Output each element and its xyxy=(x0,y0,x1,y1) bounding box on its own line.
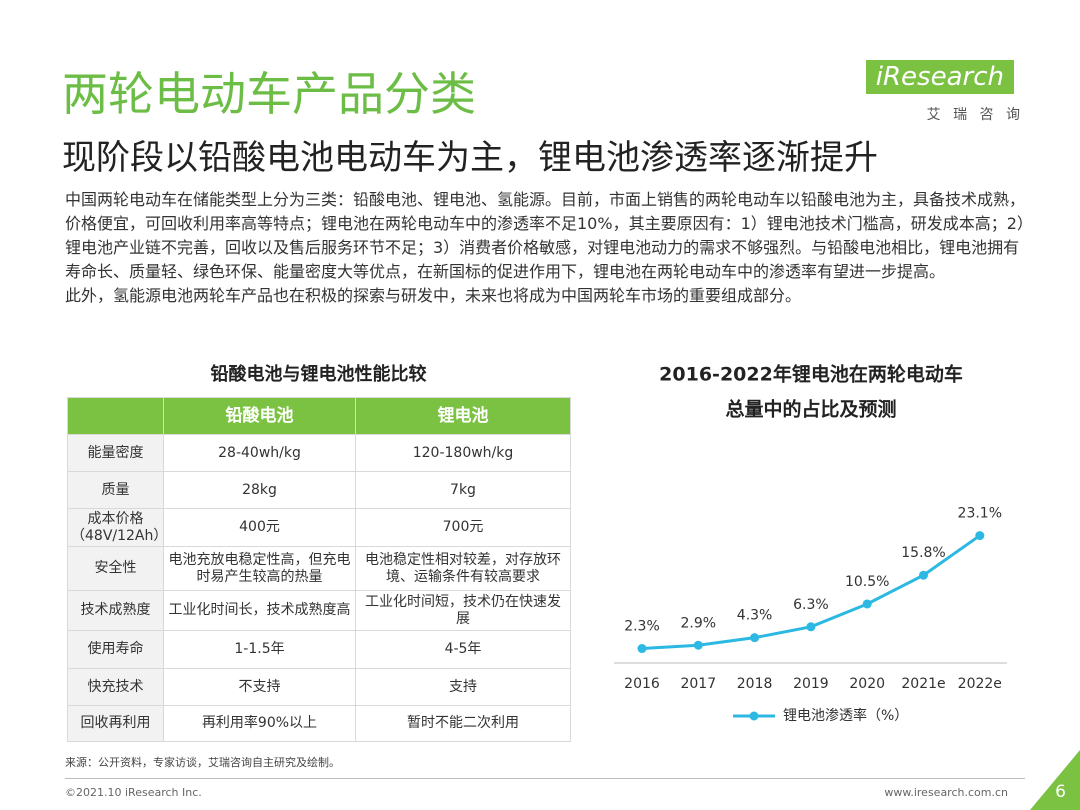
row-label: 回收再利用 xyxy=(67,705,164,742)
data-label: 10.5% xyxy=(845,574,889,590)
row-label: 使用寿命 xyxy=(67,630,164,669)
chart-title: 2016-2022年锂电池在两轮电动车 xyxy=(659,363,963,386)
table-row: 回收再利用 再利用率90%以上 暂时不能二次利用 xyxy=(67,705,571,742)
corner-decoration xyxy=(1030,750,1080,810)
table-row: 质量 28kg 7kg xyxy=(67,471,571,509)
table-cell: 电池稳定性相对较差，对存放环境、运输条件有较高要求 xyxy=(355,546,571,591)
table-row: 使用寿命 1-1.5年 4-5年 xyxy=(67,630,571,669)
paragraph: 此外，氢能源电池两轮车产品也在积极的探索与研发中，未来也将成为中国两轮车市场的重… xyxy=(65,286,802,305)
legend-marker xyxy=(749,711,759,721)
source: 来源：公开资料，专家访谈，艾瑞咨询自主研究及绘制。 xyxy=(65,756,340,769)
url: www.iresearch.com.cn xyxy=(884,786,1008,799)
point xyxy=(862,599,872,609)
x-tick-label: 2019 xyxy=(793,676,829,692)
chart-title: 总量中的占比及预测 xyxy=(725,398,896,421)
row-label: 快充技术 xyxy=(67,668,164,706)
slide-title: 两轮电动车产品分类 xyxy=(62,67,476,121)
row-label: 质量 xyxy=(67,471,164,509)
data-label: 2.3% xyxy=(624,619,660,635)
table-cell: 1-1.5年 xyxy=(163,630,356,669)
x-tick-label: 2017 xyxy=(680,676,716,692)
x-tick-label: 2020 xyxy=(849,676,885,692)
table-cell: 28-40wh/kg xyxy=(163,434,356,472)
comparison-table: 铅酸电池 锂电池 能量密度 28-40wh/kg 120-180wh/kg 质量 28kg 7… xyxy=(67,397,571,742)
logo-cn: 艾 瑞 咨 询 xyxy=(926,107,1024,123)
data-label: 6.3% xyxy=(793,597,829,613)
table-cell: 400元 xyxy=(163,508,356,547)
legend-label: 锂电池渗透率（%） xyxy=(783,707,908,724)
page-number: 6 xyxy=(1055,782,1066,802)
logo: iResearch xyxy=(865,60,1014,94)
header-cell: 锂电池 xyxy=(355,397,571,435)
x-tick-label: 2018 xyxy=(737,676,773,692)
point xyxy=(806,622,816,632)
x-tick-label: 2021e xyxy=(901,676,945,692)
header-row: 铅酸电池 锂电池 xyxy=(67,397,571,435)
copyright: ©2021.10 iResearch Inc. xyxy=(65,786,202,799)
row-label: 能量密度 xyxy=(67,434,164,472)
point xyxy=(750,633,760,643)
x-tick-label: 2022e xyxy=(958,676,1002,692)
divider xyxy=(65,778,1025,779)
header-cell xyxy=(67,397,164,435)
data-label: 23.1% xyxy=(958,506,1002,522)
table-cell: 工业化时间短，技术仍在快速发展 xyxy=(355,590,571,631)
data-label: 2.9% xyxy=(681,615,717,631)
row-label: 技术成熟度 xyxy=(67,590,164,631)
table-cell: 28kg xyxy=(163,471,356,509)
point xyxy=(975,531,985,541)
data-label: 15.8% xyxy=(901,545,945,561)
table-cell: 暂时不能二次利用 xyxy=(355,705,571,742)
table-cell: 再利用率90%以上 xyxy=(163,705,356,742)
table-title: 铅酸电池与锂电池性能比较 xyxy=(210,364,427,385)
data-label: 4.3% xyxy=(737,608,773,624)
point xyxy=(637,644,647,654)
slide-subtitle: 现阶段以铅酸电池电动车为主，锂电池渗透率逐渐提升 xyxy=(62,138,878,178)
row-label: 安全性 xyxy=(67,546,164,591)
header-cell: 铅酸电池 xyxy=(163,397,356,435)
body-text: 中国两轮电动车在储能类型上分为三类：铅酸电池、锂电池、氢能源。目前，市面上销售的… xyxy=(65,188,1033,308)
x-tick-label: 2016 xyxy=(624,676,660,692)
point xyxy=(693,640,703,650)
table-row: 能量密度 28-40wh/kg 120-180wh/kg xyxy=(67,434,571,472)
paragraph: 中国两轮电动车在储能类型上分为三类：铅酸电池、锂电池、氢能源。目前，市面上销售的… xyxy=(65,190,1033,281)
point xyxy=(919,570,928,580)
table-cell: 7kg xyxy=(355,471,571,509)
